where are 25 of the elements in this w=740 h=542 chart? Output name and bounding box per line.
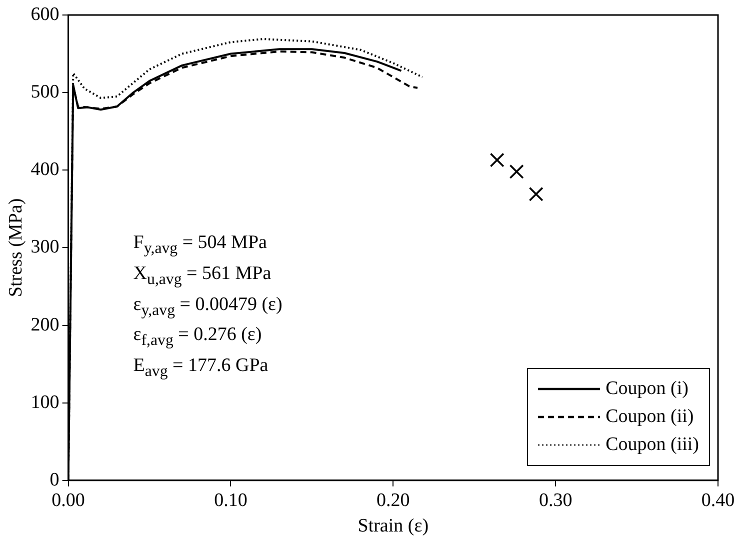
x-tick-label: 0.30	[538, 490, 572, 511]
y-tick-label: 300	[30, 236, 60, 258]
x-tick-label: 0.20	[376, 490, 410, 511]
point	[509, 164, 524, 179]
point	[528, 186, 544, 202]
y-tick-label: 600	[30, 4, 60, 25]
legend-label: Coupon (iii)	[606, 434, 699, 456]
y-tick-label: 0	[50, 469, 60, 490]
annotation: F$_{y,avg}$ = 504 MPa	[133, 231, 268, 259]
x-tick-label: 0.00	[52, 490, 85, 511]
legend-label: Coupon (i)	[606, 378, 688, 400]
x-tick-label: 0.40	[701, 490, 735, 511]
legend-label: Coupon (ii)	[606, 406, 694, 428]
y-tick-label: 200	[30, 314, 60, 336]
annotation: ε$_{f,avg}$ = 0.276 (ε)	[133, 323, 263, 352]
x-axis-title: Strain (ε)	[358, 516, 429, 537]
annotation: X$_{u,avg}$ = 561 MPa	[133, 262, 272, 290]
annotation: ε$_{y,avg}$ = 0.00479 (ε)	[133, 292, 282, 320]
y-axis-title: Stress (MPa)	[5, 198, 26, 298]
point	[490, 152, 504, 168]
y-tick-label: 400	[30, 159, 60, 180]
y-tick-label: 100	[30, 392, 60, 413]
y-tick-label: 500	[30, 82, 60, 103]
annotation: E$_{avg}$ = 177.6 GPa	[133, 354, 270, 382]
x-tick-label: 0.10	[214, 490, 248, 511]
